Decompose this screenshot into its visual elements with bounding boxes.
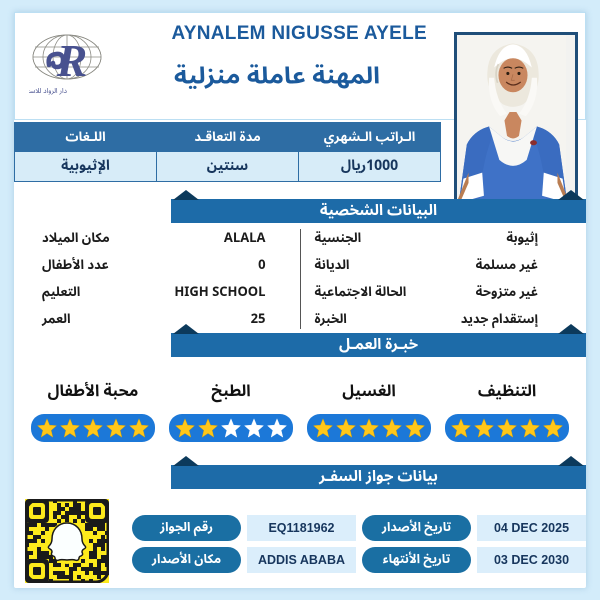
svg-text:R: R (56, 35, 88, 86)
svg-text:دار الرواد للاستقدام: دار الرواد للاستقدام (29, 84, 68, 99)
